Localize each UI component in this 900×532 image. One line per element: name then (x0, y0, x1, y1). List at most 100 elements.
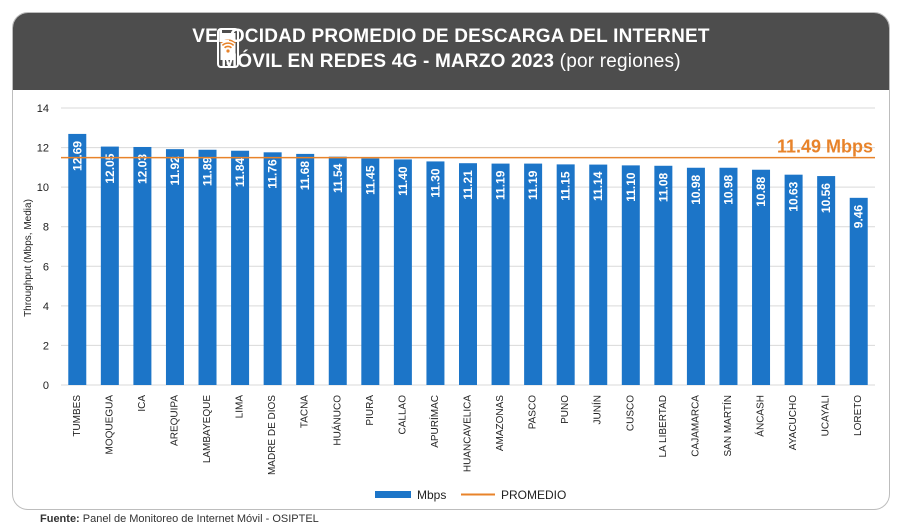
bar-value-label: 11.40 (396, 166, 410, 196)
bar-value-label: 11.14 (591, 171, 605, 201)
bar (784, 174, 803, 385)
bar-chart: 0 2 4 6 8 10 12 14 Throughput (Mbps, Media) 12.… (23, 103, 875, 502)
x-tick-label: MOQUEGUA (104, 395, 115, 455)
bar (263, 152, 282, 385)
bar (296, 153, 315, 385)
chart-card: VELOCIDAD PROMEDIO DE DESCARGA DEL INTER… (12, 12, 890, 510)
bar (198, 149, 217, 385)
y-axis-ticks: 0 2 4 6 8 10 12 14 (37, 103, 49, 392)
x-tick-label: AREQUIPA (169, 395, 180, 446)
chart-title-line1: VELOCIDAD PROMEDIO DE DESCARGA DEL INTER… (192, 26, 710, 47)
bar-value-label: 11.19 (526, 170, 540, 200)
bar-value-label: 11.19 (494, 170, 508, 200)
x-tick-label: LIMA (235, 395, 246, 419)
bar (589, 164, 608, 385)
bar (817, 176, 836, 385)
title-banner: VELOCIDAD PROMEDIO DE DESCARGA DEL INTER… (13, 13, 889, 90)
x-tick-label: APURÍMAC (428, 395, 441, 448)
bar (621, 165, 640, 385)
x-tick-label: CAJAMARCA (690, 395, 701, 457)
bars: 12.69 12.05 12.03 11.92 11.89 11.84 11.76 11.68… (68, 133, 868, 385)
bar (393, 159, 412, 385)
legend-label-promedio: PROMEDIO (501, 488, 566, 502)
mobile-phone-wifi-icon (217, 28, 239, 68)
y-tick-label: 10 (37, 182, 49, 194)
bar (459, 163, 477, 385)
bar-value-label: 9.46 (852, 205, 866, 229)
x-tick-label: ÁNCASH (754, 395, 767, 437)
bar (719, 167, 738, 385)
bar-value-label: 11.10 (624, 172, 638, 202)
bar (849, 197, 868, 385)
y-tick-label: 12 (37, 143, 49, 155)
x-tick-label: CALLAO (397, 395, 408, 435)
bar (426, 161, 445, 385)
bar-value-label: 10.88 (754, 176, 768, 206)
bar (654, 165, 673, 385)
bar (165, 149, 184, 385)
bar (524, 163, 543, 385)
bar-value-label: 11.54 (331, 163, 345, 193)
y-tick-label: 6 (43, 261, 49, 273)
bar-value-label: 10.56 (819, 183, 833, 213)
x-tick-label: JUNÍN (591, 395, 604, 424)
bar (328, 156, 347, 385)
source-text: Panel de Monitoreo de Internet Móvil - O… (79, 513, 319, 525)
x-tick-label: LA LIBERTAD (658, 395, 669, 457)
x-tick-label: PUNO (560, 395, 571, 424)
y-axis-label: Throughput (Mbps, Media) (23, 199, 34, 317)
x-tick-label: MADRE DE DIOS (267, 395, 278, 475)
bar-value-label: 10.98 (721, 174, 735, 204)
chart-title-line2: MÓVIL EN REDES 4G - MARZO 2023 (por regi… (13, 51, 889, 73)
average-label: 11.49 Mbps (777, 137, 873, 157)
bar-value-label: 10.63 (787, 181, 801, 211)
x-tick-label: UCAYALI (821, 395, 832, 436)
bar (68, 133, 87, 385)
bar-value-label: 11.08 (656, 172, 670, 202)
legend-label-mbps: Mbps (417, 488, 446, 502)
x-tick-label: CUSCO (625, 395, 636, 431)
bar (361, 158, 380, 385)
legend: Mbps PROMEDIO (375, 488, 566, 502)
bar-value-label: 11.89 (201, 156, 215, 186)
legend-swatch-mbps (375, 491, 411, 498)
x-tick-label: TACNA (300, 395, 311, 428)
average-line-group: 11.49 Mbps (61, 137, 875, 159)
bar (686, 167, 705, 385)
bar (752, 169, 771, 385)
y-tick-label: 14 (37, 103, 49, 115)
x-tick-label: AMAZONAS (495, 395, 506, 451)
bar-value-label: 11.76 (266, 159, 280, 189)
bar (491, 163, 510, 385)
y-tick-label: 4 (43, 301, 49, 313)
y-tick-label: 0 (43, 380, 49, 392)
x-tick-label: TUMBES (72, 395, 83, 437)
x-tick-label: AYACUCHO (788, 395, 799, 450)
source-footer: Fuente: Panel de Monitoreo de Internet M… (40, 513, 319, 525)
x-tick-label: SAN MARTÍN (721, 395, 734, 457)
x-tick-label: HUÁNUCO (330, 395, 343, 446)
source-label: Fuente: (40, 513, 80, 525)
bar-value-label: 12.03 (135, 154, 149, 184)
bar (133, 146, 152, 385)
chart-title-main: MÓVIL EN REDES 4G - MARZO 2023 (221, 51, 555, 72)
bar-value-label: 11.21 (461, 170, 475, 200)
bar-value-label: 10.98 (689, 174, 703, 204)
x-tick-label: PASCO (528, 395, 539, 429)
bar (231, 150, 250, 385)
bar (100, 146, 119, 385)
bar-value-label: 11.92 (168, 156, 182, 186)
y-tick-label: 2 (43, 340, 49, 352)
bar-value-label: 11.15 (559, 171, 573, 201)
bar-value-label: 11.30 (428, 168, 442, 198)
bar-value-label: 11.68 (298, 161, 312, 191)
chart-title-suffix: (por regiones) (559, 51, 681, 72)
y-tick-label: 8 (43, 222, 49, 234)
x-tick-label: HUANCAVELICA (463, 395, 474, 472)
bar-value-label: 12.05 (103, 153, 117, 183)
x-tick-label: PIURA (365, 395, 376, 426)
x-tick-label: LAMBAYEQUE (202, 395, 213, 463)
bar-value-label: 11.84 (233, 157, 247, 187)
x-tick-label: ICA (137, 395, 148, 412)
bar-value-label: 11.45 (363, 165, 377, 195)
